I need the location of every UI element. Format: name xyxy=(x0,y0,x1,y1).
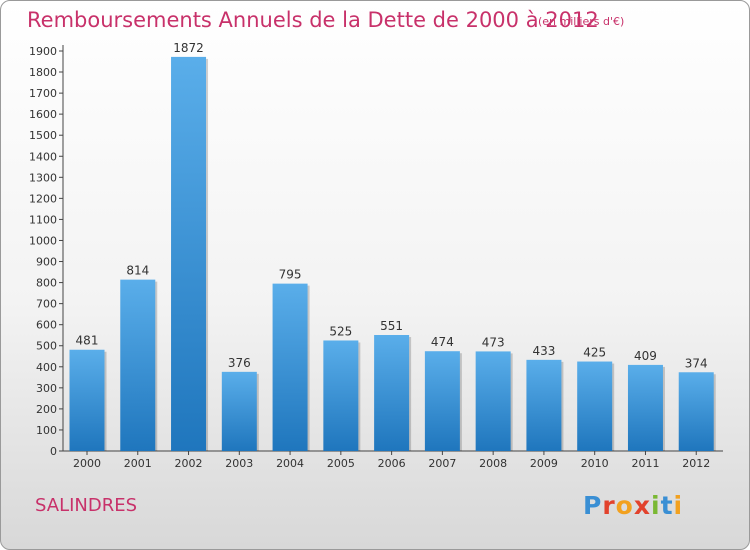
bar-value-label: 376 xyxy=(228,356,251,370)
y-tick-label: 1400 xyxy=(29,150,57,163)
bar xyxy=(323,340,359,451)
y-tick-label: 1700 xyxy=(29,87,57,100)
y-tick-label: 1600 xyxy=(29,108,57,121)
y-tick-label: 1800 xyxy=(29,66,57,79)
bar-value-label: 551 xyxy=(380,319,403,333)
bar-value-label: 525 xyxy=(329,324,352,338)
y-tick-label: 1100 xyxy=(29,213,57,226)
x-tick-label: 2010 xyxy=(581,457,609,470)
y-tick-label: 900 xyxy=(36,256,57,269)
y-tick-label: 1900 xyxy=(29,45,57,58)
y-tick-label: 100 xyxy=(36,424,57,437)
y-tick-label: 1500 xyxy=(29,129,57,142)
y-tick-label: 1000 xyxy=(29,234,57,247)
bar xyxy=(475,351,511,451)
bar xyxy=(678,372,714,451)
bar xyxy=(221,371,257,451)
x-tick-label: 2005 xyxy=(327,457,355,470)
bar-value-label: 481 xyxy=(76,334,99,348)
bar xyxy=(69,349,105,451)
logo-letter: x xyxy=(633,491,651,520)
bar xyxy=(374,335,410,451)
logo-letter: P xyxy=(583,491,603,520)
x-tick-label: 2003 xyxy=(225,457,253,470)
chart-title: Remboursements Annuels de la Dette de 20… xyxy=(27,8,599,32)
logo-letter: o xyxy=(615,491,634,520)
bar xyxy=(526,359,562,451)
y-tick-label: 1300 xyxy=(29,171,57,184)
x-tick-label: 2009 xyxy=(530,457,558,470)
bar xyxy=(171,56,207,451)
bar xyxy=(272,283,308,451)
x-tick-label: 2012 xyxy=(682,457,710,470)
bar xyxy=(120,279,156,451)
x-tick-label: 2007 xyxy=(428,457,456,470)
x-tick-label: 2004 xyxy=(276,457,304,470)
bar-value-label: 433 xyxy=(532,344,555,358)
y-tick-label: 400 xyxy=(36,361,57,374)
y-tick-label: 500 xyxy=(36,340,57,353)
logo-letter: i xyxy=(651,491,661,520)
bar-value-label: 425 xyxy=(583,346,606,360)
y-tick-label: 600 xyxy=(36,319,57,332)
bar xyxy=(424,351,460,451)
y-tick-label: 200 xyxy=(36,403,57,416)
bar-value-label: 1872 xyxy=(173,41,204,55)
logo-letter: i xyxy=(673,491,684,520)
bar-value-label: 814 xyxy=(126,264,149,278)
x-tick-label: 2011 xyxy=(631,457,659,470)
bar-value-label: 795 xyxy=(279,268,302,282)
bar xyxy=(627,364,663,451)
x-tick-label: 2006 xyxy=(378,457,406,470)
x-tick-label: 2001 xyxy=(124,457,152,470)
bar-value-label: 374 xyxy=(685,356,708,370)
y-tick-label: 700 xyxy=(36,298,57,311)
y-tick-label: 800 xyxy=(36,277,57,290)
x-tick-label: 2002 xyxy=(175,457,203,470)
location-name: SALINDRES xyxy=(35,495,138,516)
bar-value-label: 409 xyxy=(634,349,657,363)
x-tick-label: 2008 xyxy=(479,457,507,470)
x-tick-label: 2000 xyxy=(73,457,101,470)
logo-letter: t xyxy=(660,491,674,520)
logo-letter: r xyxy=(602,491,616,520)
bar-value-label: 473 xyxy=(482,335,505,349)
unit-note: (en milliers d'€) xyxy=(538,15,625,28)
y-tick-label: 0 xyxy=(50,445,57,458)
proxiti-logo: Proxiti xyxy=(583,491,683,520)
bar-value-label: 474 xyxy=(431,335,454,349)
y-tick-label: 300 xyxy=(36,382,57,395)
y-tick-label: 1200 xyxy=(29,192,57,205)
bar xyxy=(577,361,613,451)
